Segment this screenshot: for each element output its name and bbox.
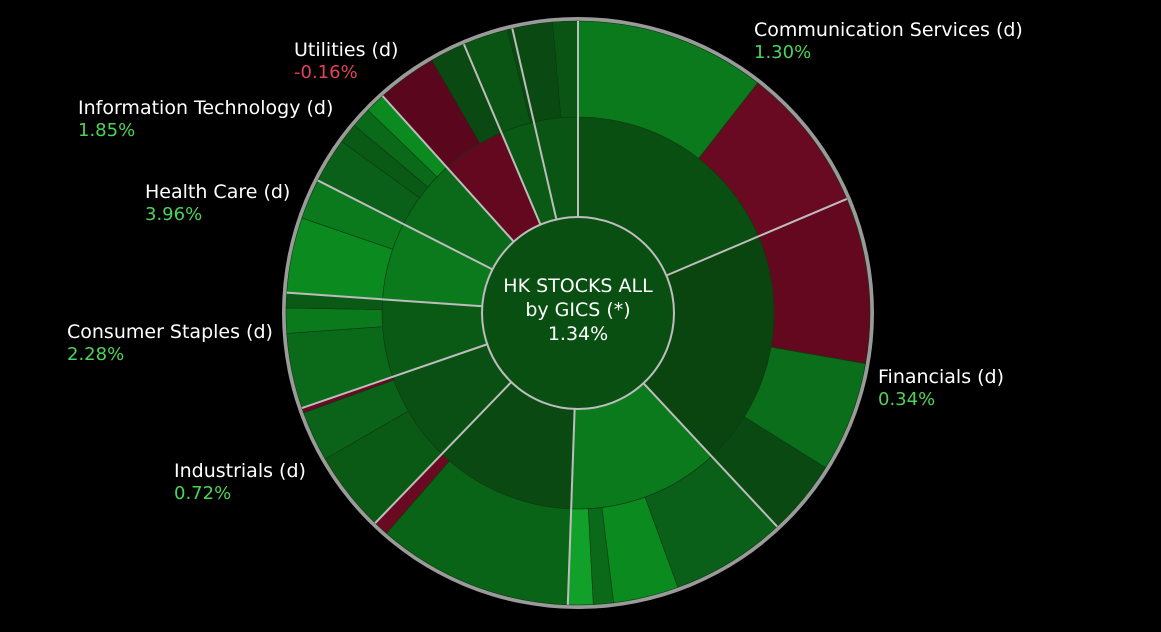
label-value-industrials: 0.72%: [174, 483, 231, 504]
label-value-utilities: -0.16%: [294, 62, 358, 83]
label-value-health-care: 3.96%: [145, 204, 202, 225]
label-communication-services[interactable]: Communication Services (d)1.30%: [754, 19, 1023, 63]
ring-layer: [282, 17, 874, 609]
sector-divider-information-technology: [317, 179, 493, 271]
sector-divider-consumer-staples: [301, 343, 488, 410]
label-name-health-care: Health Care (d): [145, 181, 290, 203]
center-title: HK STOCKS ALL: [503, 275, 653, 297]
label-health-care[interactable]: Health Care (d)3.96%: [145, 181, 290, 225]
sector-divider-industrials: [566, 408, 576, 605]
label-industrials[interactable]: Industrials (d)0.72%: [174, 460, 306, 504]
label-layer: Communication Services (d)1.30% Financial…: [67, 19, 1023, 504]
label-value-communication-services: 1.30%: [754, 42, 811, 63]
label-value-information-technology: 1.85%: [78, 120, 135, 141]
label-name-consumer-staples: Consumer Staples (d): [67, 321, 273, 343]
sector-divider-materials: [462, 43, 542, 226]
label-value-consumer-staples: 2.28%: [67, 344, 124, 365]
label-consumer-staples[interactable]: Consumer Staples (d)2.28%: [67, 321, 273, 365]
sector-divider-consumer-discretionary: [642, 382, 778, 528]
sector-divider-financials: [665, 197, 848, 277]
label-name-utilities: Utilities (d): [294, 39, 398, 61]
label-information-technology[interactable]: Information Technology (d)1.85%: [78, 97, 333, 141]
sector-divider-real-estate: [374, 381, 513, 524]
label-value-financials: 0.34%: [878, 389, 935, 410]
label-name-communication-services: Communication Services (d): [754, 19, 1023, 41]
sector-divider-health-care: [286, 291, 483, 308]
center-circle[interactable]: [481, 216, 675, 410]
label-name-financials: Financials (d): [878, 366, 1004, 388]
label-name-industrials: Industrials (d): [174, 460, 306, 482]
label-financials[interactable]: Financials (d)0.34%: [878, 366, 1004, 410]
label-name-information-technology: Information Technology (d): [78, 97, 333, 119]
center-value: 1.34%: [548, 323, 608, 345]
sector-divider-energy: [511, 28, 558, 220]
center-hub[interactable]: HK STOCKS ALL by GICS (*) 1.34%: [481, 216, 675, 410]
label-utilities[interactable]: Utilities (d)-0.16%: [294, 39, 398, 83]
center-subtitle: by GICS (*): [525, 299, 630, 321]
sector-divider-utilities: [381, 95, 515, 243]
